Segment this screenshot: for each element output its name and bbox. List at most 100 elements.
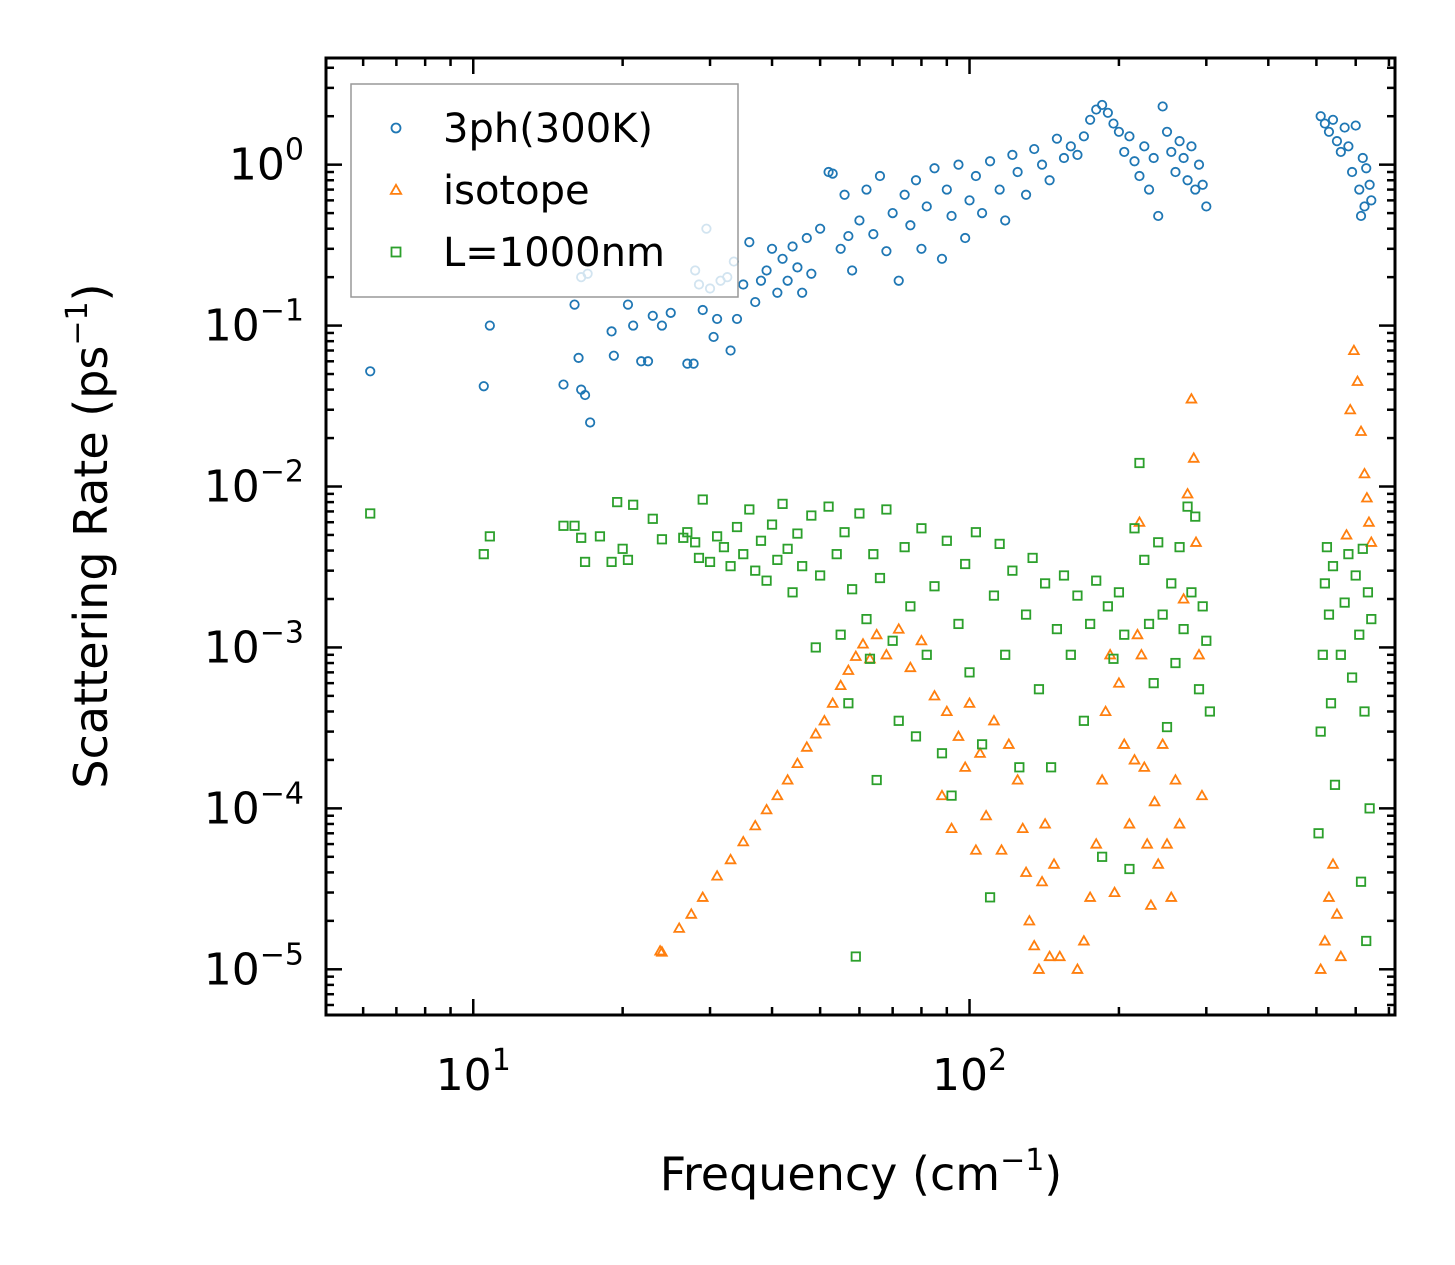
data-point — [839, 527, 850, 538]
data-point — [622, 299, 634, 310]
data-point — [1007, 149, 1018, 160]
data-point — [731, 313, 743, 325]
data-point — [1166, 578, 1177, 589]
data-point — [1108, 885, 1121, 898]
data-point — [642, 356, 654, 367]
data-point — [1143, 184, 1155, 195]
data-point — [987, 714, 1001, 726]
data-point — [1197, 601, 1208, 612]
data-point — [1327, 561, 1339, 572]
data-point — [672, 921, 686, 933]
data-point — [1343, 141, 1354, 152]
data-point — [1027, 939, 1041, 951]
data-point — [893, 275, 904, 286]
data-point — [963, 696, 976, 708]
data-point — [815, 223, 826, 234]
data-point — [636, 356, 647, 367]
data-point — [874, 572, 886, 584]
data-point — [787, 587, 798, 598]
data-point — [1148, 678, 1159, 689]
data-point — [887, 635, 898, 646]
data-point — [748, 819, 762, 831]
data-point — [1343, 549, 1354, 560]
data-point — [738, 279, 749, 290]
data-point — [1174, 136, 1185, 147]
data-point — [1113, 126, 1125, 137]
data-point — [1313, 828, 1324, 839]
data-point — [1197, 179, 1208, 190]
data-point — [826, 696, 840, 708]
data-point — [1012, 166, 1023, 178]
data-point — [1346, 166, 1358, 178]
data-point — [708, 331, 719, 343]
data-point — [928, 689, 941, 701]
data-point — [1186, 141, 1197, 152]
data-point — [1135, 648, 1148, 660]
data-point — [960, 232, 971, 244]
data-point — [970, 527, 981, 538]
data-point — [892, 622, 906, 634]
data-point — [1083, 890, 1097, 902]
data-point — [870, 628, 884, 640]
data-point — [1033, 684, 1045, 695]
data-point — [688, 358, 699, 369]
data-point — [1108, 653, 1119, 664]
data-point — [1327, 114, 1339, 125]
data-point — [1359, 706, 1370, 717]
data-point — [1078, 131, 1089, 142]
data-point — [704, 556, 716, 568]
data-point — [994, 538, 1005, 549]
data-point — [684, 907, 698, 919]
data-point — [1019, 865, 1033, 877]
data-point — [800, 740, 814, 752]
data-point — [856, 637, 870, 649]
data-point — [1051, 624, 1063, 635]
data-point — [573, 352, 584, 363]
data-point — [594, 531, 606, 542]
data-point — [1134, 457, 1145, 469]
data-point — [841, 663, 855, 675]
data-point — [558, 379, 569, 390]
data-point — [1099, 704, 1112, 717]
data-point — [1360, 491, 1374, 503]
data-point — [899, 542, 910, 553]
legend-label: isotope — [443, 168, 590, 214]
series-3-points — [365, 457, 1377, 962]
data-point — [1364, 179, 1375, 190]
data-point — [881, 504, 892, 515]
data-point — [1322, 890, 1336, 902]
data-point — [1091, 575, 1102, 586]
data-point — [1193, 159, 1205, 170]
data-point — [827, 168, 838, 179]
data-point — [1186, 587, 1197, 598]
data-point — [1108, 118, 1119, 129]
data-point — [1323, 126, 1335, 137]
legend-label: 3ph(300K) — [443, 106, 653, 152]
data-point — [916, 243, 927, 254]
data-point — [1128, 753, 1141, 765]
data-point — [903, 660, 917, 673]
data-point — [1040, 578, 1051, 589]
data-point — [628, 320, 639, 331]
data-point — [1362, 587, 1374, 598]
data-point — [893, 715, 904, 726]
x-tick-label: 101 — [436, 1043, 511, 1101]
data-point — [750, 565, 761, 576]
data-point — [973, 746, 987, 758]
data-point — [958, 760, 972, 772]
data-point — [612, 497, 623, 508]
data-point — [945, 821, 958, 833]
data-point — [1036, 159, 1048, 170]
legend-marker — [390, 122, 402, 134]
data-point — [1038, 817, 1052, 829]
data-point — [1113, 587, 1125, 598]
data-point — [1043, 949, 1056, 962]
data-point — [1007, 565, 1018, 576]
data-point — [781, 773, 795, 785]
data-point — [1187, 451, 1201, 463]
data-point — [1140, 837, 1154, 849]
data-point — [1139, 554, 1150, 565]
plot-marks — [365, 99, 1378, 974]
data-point — [1097, 851, 1108, 862]
data-point — [1016, 821, 1030, 833]
